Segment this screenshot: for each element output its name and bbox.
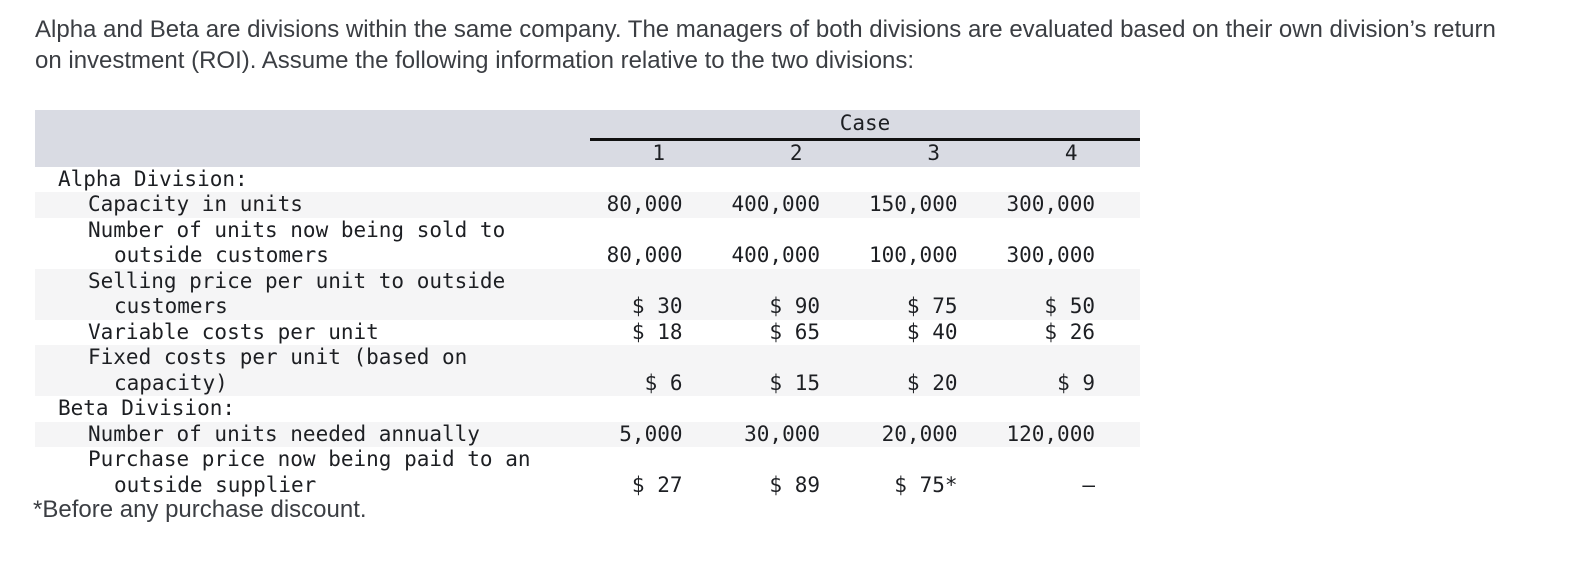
- table-row: Beta Division:: [35, 396, 1140, 422]
- case-group-row: Case: [35, 111, 1140, 141]
- value-cell: 20,000: [881, 421, 958, 446]
- value-cell: $ 30: [631, 294, 683, 318]
- row-label-line: Fixed costs per unit (based on: [88, 345, 468, 369]
- row-label-line: Number of units needed annually: [88, 421, 480, 446]
- table-row: Number of units now being sold to outside…: [35, 218, 1140, 269]
- column-headers: 1 2 3 4: [590, 141, 1140, 167]
- value-cell: $ 40: [906, 319, 958, 344]
- table-row: Fixed costs per unit (based on capacity) $…: [35, 345, 1140, 396]
- table-body: Alpha Division: Capacity in units 80,000 40…: [35, 167, 1140, 499]
- row-label-line: outside customers: [114, 243, 329, 267]
- row-values: 80,000 400,000 150,000 300,000: [590, 192, 1140, 218]
- value-cell: 120,000: [1006, 421, 1095, 446]
- row-values: $ 18 $ 65 $ 40 $ 26: [590, 320, 1140, 346]
- column-header-4: 4: [1064, 140, 1078, 165]
- column-header-3: 3: [927, 140, 941, 165]
- row-values: 5,000 30,000 20,000 120,000: [590, 422, 1140, 448]
- value-cell: 100,000: [868, 243, 958, 267]
- value-cell: 30,000: [744, 421, 820, 446]
- row-label-line: Selling price per unit to outside: [88, 268, 506, 293]
- row-label-line: Number of units now being sold to: [88, 217, 506, 242]
- row-values: [590, 167, 1140, 193]
- row-values: $ 27 $ 89 $ 75* –: [590, 447, 1140, 498]
- table-row: Variable costs per unit $ 18 $ 65 $ 40 $ 26: [35, 320, 1140, 346]
- problem-intro-text: Alpha and Beta are divisions within the …: [35, 16, 1496, 74]
- row-label-line: capacity): [114, 370, 228, 395]
- value-cell: 300,000: [1006, 192, 1095, 216]
- row-label: Beta Division:: [35, 396, 590, 422]
- value-cell: 80,000: [606, 243, 683, 267]
- value-cell: 300,000: [1006, 243, 1095, 267]
- value-cell: $ 75: [906, 294, 958, 318]
- column-header-1: 1: [652, 140, 666, 165]
- row-label-line: Alpha Division:: [58, 166, 248, 191]
- table-header: Case 1 2 3 4: [35, 110, 1140, 167]
- row-label: Fixed costs per unit (based on capacity): [35, 345, 590, 396]
- value-cell: $ 75*: [894, 472, 958, 497]
- row-label: Selling price per unit to outside custome…: [35, 269, 590, 320]
- header-label-spacer: [35, 111, 590, 141]
- row-label: Purchase price now being paid to an outsi…: [35, 447, 590, 498]
- value-cell: $ 27: [631, 472, 683, 497]
- table-row: Selling price per unit to outside custome…: [35, 268, 1140, 320]
- row-label-line: customers: [114, 294, 228, 318]
- value-cell: $ 15: [769, 370, 820, 395]
- value-cell: $ 18: [631, 319, 683, 344]
- row-values: $ 6 $ 15 $ 20 $ 9: [590, 345, 1140, 396]
- value-cell: $ 90: [769, 294, 820, 318]
- value-cell: $ 65: [769, 319, 820, 344]
- value-cell: 150,000: [868, 192, 958, 216]
- row-label: Number of units needed annually: [35, 422, 590, 448]
- value-cell: 400,000: [731, 192, 820, 216]
- row-label: Alpha Division:: [35, 167, 590, 193]
- row-label: Capacity in units: [35, 192, 590, 218]
- row-label-line: Beta Division:: [58, 396, 236, 420]
- case-group-header: Case: [590, 111, 1140, 141]
- table-row: Number of units needed annually 5,000 30,0…: [35, 421, 1140, 448]
- row-values: 80,000 400,000 100,000 300,000: [590, 218, 1140, 269]
- table-row: Alpha Division:: [35, 167, 1140, 193]
- row-label-line: Capacity in units: [88, 192, 303, 216]
- row-values: [590, 396, 1140, 422]
- row-label: Variable costs per unit: [35, 320, 590, 346]
- value-cell: $ 9: [1057, 370, 1095, 395]
- case-number-row: 1 2 3 4: [35, 141, 1140, 167]
- footnote-text: *Before any purchase discount.: [33, 496, 367, 523]
- table-row: Purchase price now being paid to an outsi…: [35, 447, 1140, 498]
- value-cell: $ 20: [906, 370, 958, 395]
- value-cell: 80,000: [606, 192, 683, 216]
- value-cell: $ 6: [644, 370, 683, 395]
- value-cell: –: [1082, 472, 1095, 497]
- row-label: Number of units now being sold to outside…: [35, 218, 590, 269]
- table-row: Capacity in units 80,000 400,000 150,000 300…: [35, 192, 1140, 218]
- value-cell: $ 50: [1044, 294, 1095, 318]
- value-cell: $ 26: [1044, 319, 1095, 344]
- value-cell: 5,000: [619, 421, 683, 446]
- value-cell: 400,000: [731, 243, 820, 267]
- row-label-line: outside supplier: [114, 472, 317, 497]
- column-header-2: 2: [789, 140, 803, 165]
- row-values: $ 30 $ 90 $ 75 $ 50: [590, 269, 1140, 320]
- row-label-line: Variable costs per unit: [88, 319, 379, 344]
- row-label-line: Purchase price now being paid to an: [88, 447, 531, 471]
- value-cell: $ 89: [769, 472, 820, 497]
- divisions-data-table: Case 1 2 3 4 Alpha Division: Capacity in uni…: [35, 110, 1140, 498]
